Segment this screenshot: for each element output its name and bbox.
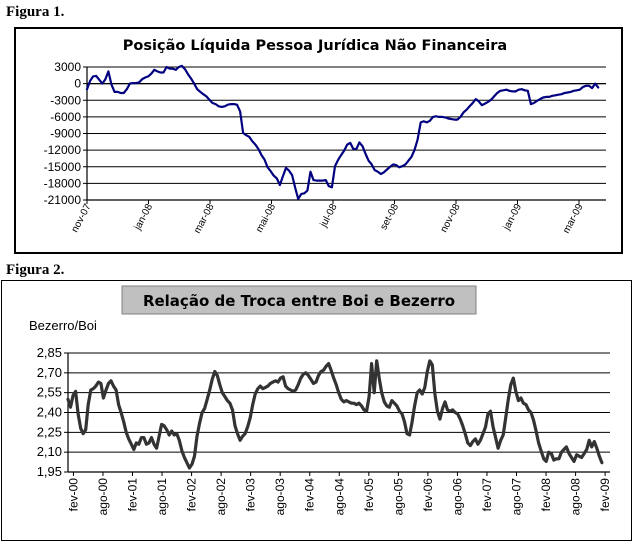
x-tick-label: ago-07 [510,478,524,516]
chart-2-axes [64,352,610,476]
x-tick-label: fev-06 [421,478,435,512]
y-tick-label: -3000 [50,93,81,107]
chart-2-y-axis-label: Bezerro/Boi [29,318,97,333]
chart-2-frame [1,280,632,541]
figure-2-label: Figura 2. [6,262,65,278]
y-tick-label: 1,95 [37,464,62,479]
chart-1-title: Posição Líquida Pessoa Jurídica Não Fina… [123,38,507,54]
y-tick-label: -9000 [50,127,81,141]
y-tick-label: 2,85 [37,345,62,360]
y-tick-label: 0 [74,77,81,91]
x-tick-label: ago-00 [96,478,110,516]
x-tick-label: ago-06 [450,478,464,516]
x-tick-label: ago-05 [391,478,405,516]
y-tick-label: -18000 [44,176,82,190]
figure-1-label: Figura 1. [6,4,65,20]
x-tick-label: fev-04 [303,478,317,512]
x-tick-label: fev-07 [480,478,494,512]
chart-2-title-box [121,285,477,315]
chart-1-axes [83,66,606,204]
y-tick-label: 2,25 [37,424,62,439]
x-tick-label: fev-01 [125,478,139,512]
chart-2-gridlines [68,352,610,473]
chart-2-title: Relação de Troca entre Boi e Bezerro [143,292,455,310]
x-tick-label: fev-05 [362,478,376,512]
y-tick-label: 2,40 [37,405,62,420]
y-tick-label: -6000 [50,110,81,124]
y-tick-label: 2,55 [37,385,62,400]
y-tick-label: 2,10 [37,444,62,459]
x-tick-label: ago-04 [332,478,346,516]
x-tick-label: fev-00 [66,478,80,512]
x-tick-label: fev-08 [539,478,553,512]
x-tick-label: fev-03 [244,478,258,512]
x-tick-label: ago-08 [569,478,583,516]
x-tick-label: ago-03 [273,478,287,516]
y-tick-label: -21000 [44,193,82,207]
chart-1-frame [14,27,623,254]
chart-2-x-ticks: fev-00 ago-00 fev-01 ago-01 fev-02 ago-02 fev-… [66,478,612,516]
data-series-line [66,359,604,470]
x-tick-label: fev-02 [185,478,199,512]
x-tick-label: ago-01 [155,478,169,516]
y-tick-label: -12000 [44,143,82,157]
x-tick-label: ago-02 [214,478,228,516]
chart-2-series [66,359,604,470]
x-tick-label: fev-09 [598,478,612,512]
chart-2-y-ticks: 2,85 2,70 2,55 2,40 2,25 2,10 1,95 [37,345,62,479]
y-tick-label: 2,70 [37,365,62,380]
chart-1-y-ticks: 3000 0 -3000 -6000 -9000 -12000 -15000 -18000 -2… [44,60,82,207]
y-tick-label: 3000 [54,60,81,74]
data-series-line [85,64,600,200]
y-tick-label: -15000 [44,160,82,174]
chart-1-series [85,64,600,200]
